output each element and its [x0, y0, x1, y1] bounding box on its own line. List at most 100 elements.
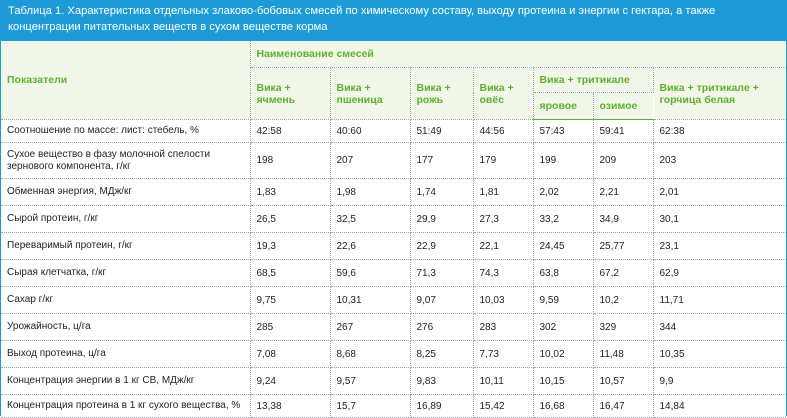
row-label: Выход протеина, ц/га	[1, 340, 251, 368]
table-cell: 62,9	[653, 259, 787, 287]
table-cell: 63,8	[533, 259, 594, 287]
table-cell: 16,68	[533, 394, 594, 418]
table-cell: 27,3	[473, 205, 534, 233]
table-cell: 13,38	[250, 394, 331, 418]
table-container: Показатели Наименование смесей Вика + яч…	[0, 41, 787, 418]
table-cell: 22,9	[410, 232, 474, 260]
row-label: Обменная энергия, МДж/кг	[1, 178, 251, 206]
header-col-1: Вика + ячмень	[250, 67, 331, 120]
table-cell: 10,2	[593, 286, 654, 314]
table-cell: 2,01	[653, 178, 787, 206]
row-label: Соотношение по массе: лист: стебель, %	[1, 119, 251, 143]
table-cell: 16,47	[593, 394, 654, 418]
table-cell: 9,9	[653, 367, 787, 395]
table-cell: 34,9	[593, 205, 654, 233]
header-col-4: Вика + овёс	[473, 67, 534, 120]
header-col-2: Вика + пшеница	[330, 67, 411, 120]
table-cell: 23,1	[653, 232, 787, 260]
header-triticale-spring: яровое	[533, 92, 594, 120]
table-cell: 207	[330, 142, 411, 179]
table-cell: 1,98	[330, 178, 411, 206]
table-cell: 11,48	[593, 340, 654, 368]
header-triticale-group: Вика + тритикале	[533, 67, 654, 93]
table-row: Сахар г/кг 9,75 10,31 9,07 10,03 9,59 10,2 11,7…	[1, 286, 787, 314]
table-cell: 7,08	[250, 340, 331, 368]
header-indicators: Показатели	[1, 41, 251, 120]
table-row: Сырой протеин, г/кг 26,5 32,5 29,9 27,3 33,2 3…	[1, 205, 787, 233]
row-label: Урожайность, ц/га	[1, 313, 251, 341]
table-cell: 14,84	[653, 394, 787, 418]
table-cell: 59,6	[330, 259, 411, 287]
table-cell: 8,68	[330, 340, 411, 368]
row-label: Концентрация энергии в 1 кг СВ, МДж/кг	[1, 367, 251, 395]
header-mixes-group: Наименование смесей	[250, 41, 787, 68]
row-label: Сахар г/кг	[1, 286, 251, 314]
table-row: Концентрация протеина в 1 кг сухого веще…	[1, 394, 787, 418]
table-row: Концентрация энергии в 1 кг СВ, МДж/кг 9,…	[1, 367, 787, 395]
header-last-col: Вика + тритикале + горчица белая	[653, 67, 787, 120]
table-cell: 329	[593, 313, 654, 341]
table-cell: 9,83	[410, 367, 474, 395]
table-body: Соотношение по массе: лист: стебель, % 42…	[1, 119, 787, 418]
table-cell: 276	[410, 313, 474, 341]
row-label: Концентрация протеина в 1 кг сухого веще…	[1, 394, 251, 418]
table-cell: 9,75	[250, 286, 331, 314]
table-cell: 283	[473, 313, 534, 341]
table-cell: 10,35	[653, 340, 787, 368]
table-cell: 9,24	[250, 367, 331, 395]
table-cell: 15,42	[473, 394, 534, 418]
table-cell: 199	[533, 142, 594, 179]
table-cell: 285	[250, 313, 331, 341]
table-cell: 9,07	[410, 286, 474, 314]
table-cell: 1,81	[473, 178, 534, 206]
table-cell: 209	[593, 142, 654, 179]
table-cell: 40:60	[330, 119, 411, 143]
table-cell: 179	[473, 142, 534, 179]
table-cell: 22,1	[473, 232, 534, 260]
table-cell: 67,2	[593, 259, 654, 287]
table-cell: 32,5	[330, 205, 411, 233]
table-cell: 267	[330, 313, 411, 341]
table-cell: 302	[533, 313, 594, 341]
row-label: Сухое вещество в фазу молочной спелости …	[1, 142, 251, 179]
table-cell: 2,02	[533, 178, 594, 206]
table-cell: 71,3	[410, 259, 474, 287]
table-cell: 22,6	[330, 232, 411, 260]
table-row: Переваримый протеин, г/кг 19,3 22,6 22,9 22,…	[1, 232, 787, 260]
row-label: Сырой протеин, г/кг	[1, 205, 251, 233]
table-caption: Таблица 1. Характеристика отдельных злак…	[0, 0, 787, 41]
table-cell: 62:38	[653, 119, 787, 143]
table-cell: 19,3	[250, 232, 331, 260]
table-cell: 7,73	[473, 340, 534, 368]
table-cell: 42:58	[250, 119, 331, 143]
table-cell: 344	[653, 313, 787, 341]
table-cell: 29,9	[410, 205, 474, 233]
table-cell: 10,57	[593, 367, 654, 395]
table-cell: 1,74	[410, 178, 474, 206]
table-cell: 44:56	[473, 119, 534, 143]
table-row: Сырая клетчатка, г/кг 68,5 59,6 71,3 74,3 63,…	[1, 259, 787, 287]
table-cell: 24,45	[533, 232, 594, 260]
table-cell: 10,11	[473, 367, 534, 395]
data-table: Показатели Наименование смесей Вика + яч…	[1, 41, 787, 418]
table-cell: 25,77	[593, 232, 654, 260]
table-cell: 57:43	[533, 119, 594, 143]
table-row: Соотношение по массе: лист: стебель, % 42…	[1, 119, 787, 143]
table-cell: 198	[250, 142, 331, 179]
table-cell: 10,02	[533, 340, 594, 368]
table-cell: 9,57	[330, 367, 411, 395]
header-col-3: Вика + рожь	[410, 67, 474, 120]
table-cell: 15,7	[330, 394, 411, 418]
table-cell: 74,3	[473, 259, 534, 287]
table-cell: 68,5	[250, 259, 331, 287]
table-cell: 8,25	[410, 340, 474, 368]
table-cell: 203	[653, 142, 787, 179]
row-label: Сырая клетчатка, г/кг	[1, 259, 251, 287]
table-cell: 1,83	[250, 178, 331, 206]
table-row: Урожайность, ц/га 285 267 276 283 302 329 344	[1, 313, 787, 341]
table-cell: 10,31	[330, 286, 411, 314]
header-triticale-winter: озимое	[593, 92, 653, 120]
table-cell: 10,15	[533, 367, 594, 395]
table-row: Выход протеина, ц/га 7,08 8,68 8,25 7,73 10,0…	[1, 340, 787, 368]
table-cell: 26,5	[250, 205, 331, 233]
